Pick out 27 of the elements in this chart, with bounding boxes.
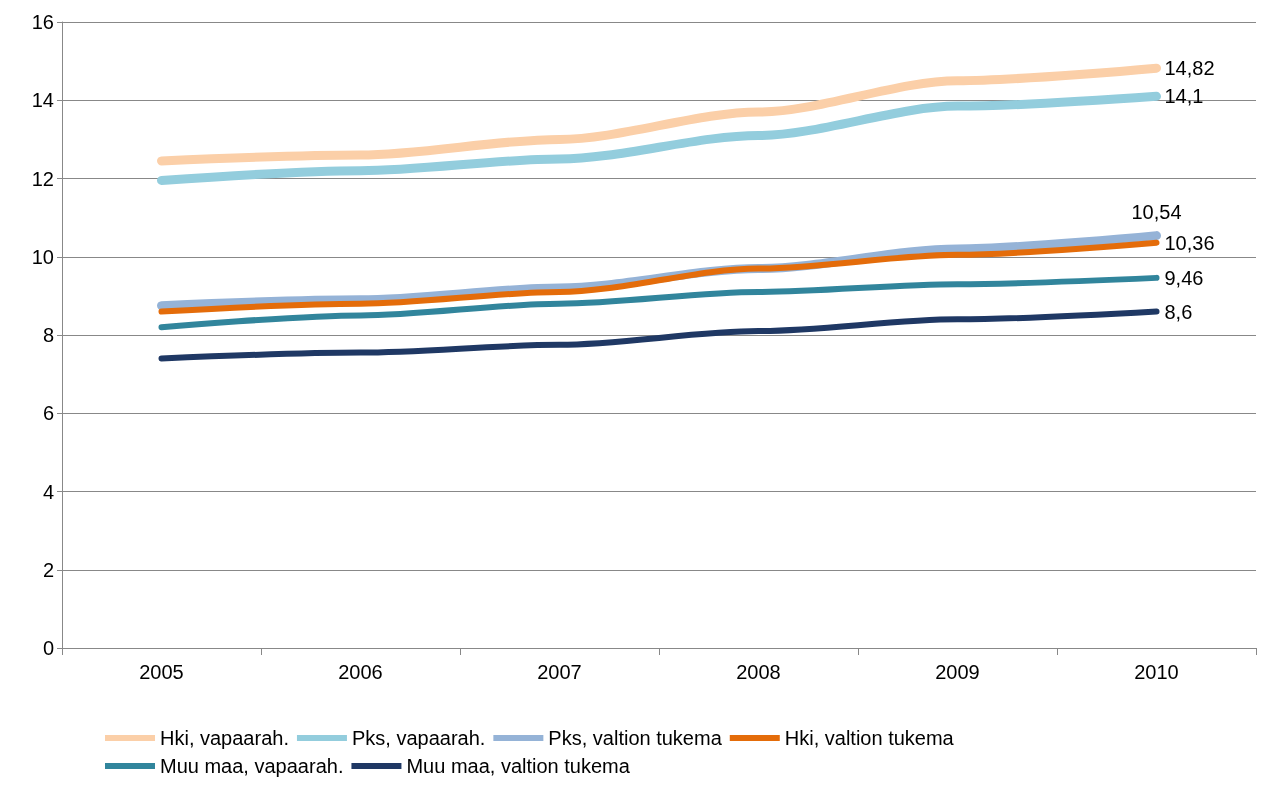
y-tick-label: 12 <box>31 167 54 190</box>
legend-label: Pks, vapaarah. <box>351 727 486 749</box>
legend-label: Hki, valtion tukema <box>784 727 955 749</box>
x-tick-label: 2005 <box>139 661 184 683</box>
y-tick-label: 0 <box>42 637 54 659</box>
legend-label: Muu maa, vapaarah. <box>160 755 344 777</box>
x-tick-label: 2006 <box>338 661 383 683</box>
data-label: 14,1 <box>1164 85 1204 108</box>
legend-label: Pks, valtion tukema <box>548 727 723 749</box>
x-tick-label: 2008 <box>736 661 781 683</box>
legend-label: Muu maa, valtion tukema <box>406 755 631 777</box>
y-tick-label: 2 <box>42 558 54 581</box>
data-label: 8,6 <box>1164 300 1193 323</box>
data-label: 14,82 <box>1164 57 1215 80</box>
y-tick-label: 8 <box>42 324 54 346</box>
x-tick-label: 2007 <box>537 661 582 683</box>
data-label: 10,36 <box>1164 231 1215 254</box>
y-tick-label: 6 <box>42 402 54 425</box>
y-tick-label: 10 <box>31 245 54 268</box>
data-label: 10,54 <box>1131 200 1182 223</box>
y-tick-label: 14 <box>31 89 54 112</box>
y-tick-label: 16 <box>31 11 54 33</box>
x-tick-label: 2010 <box>1134 661 1179 683</box>
y-tick-label: 4 <box>42 480 54 503</box>
data-label: 9,46 <box>1164 266 1204 289</box>
legend-label: Hki, vapaarah. <box>160 727 289 749</box>
x-tick-label: 2009 <box>935 661 980 683</box>
